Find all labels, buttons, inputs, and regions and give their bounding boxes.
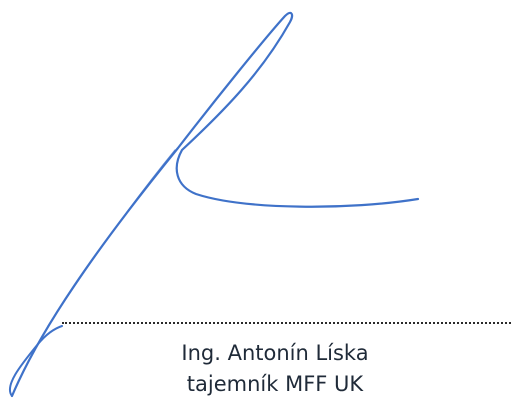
signer-name: Ing. Antonín Líska [181,341,369,365]
signer-block: Ing. Antonín Líska tajemník MFF UK [150,338,400,400]
signature-lower-hook [8,325,63,397]
signer-title: tajemník MFF UK [186,372,364,396]
signature-secondary-stroke [47,149,176,327]
signature-line [62,322,511,324]
